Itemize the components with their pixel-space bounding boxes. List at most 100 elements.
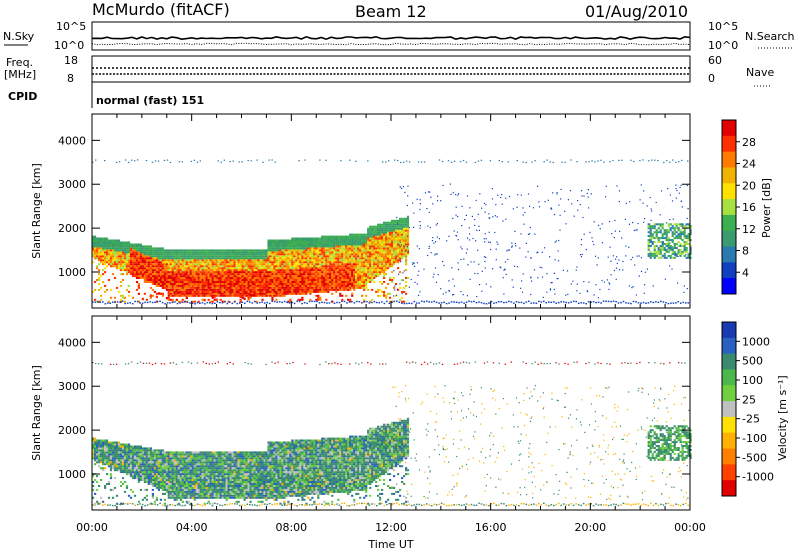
echo-cell (238, 281, 240, 283)
echo-cell (226, 285, 228, 287)
echo-cell (106, 259, 108, 261)
echo-cell (321, 238, 323, 240)
echo-cell (194, 251, 196, 253)
echo-cell (361, 265, 363, 267)
echo-cell (96, 257, 98, 259)
echo-cell (202, 251, 204, 253)
echo-cell (343, 283, 345, 285)
echo-cell (236, 295, 238, 297)
echo-cell (192, 253, 194, 255)
echo-cell (345, 269, 347, 271)
echo-cell (371, 269, 373, 271)
echo-cell (148, 245, 150, 247)
echo-cell (164, 279, 166, 281)
echo-cell (134, 253, 136, 255)
echo-cell (351, 279, 353, 281)
echo-cell (315, 257, 317, 259)
echo-cell (283, 245, 285, 247)
echo-cell (259, 293, 261, 295)
echo-cell (166, 263, 168, 265)
echo-cell (670, 229, 672, 231)
echo-cell (355, 161, 356, 162)
echo-cell (196, 281, 198, 283)
echo-cell (389, 263, 391, 265)
echo-cell (186, 255, 188, 257)
echo-cell (212, 291, 214, 293)
echo-cell (226, 249, 228, 251)
echo-cell (106, 251, 108, 253)
echo-cell (355, 279, 357, 281)
echo-cell (399, 228, 401, 230)
echo-cell (158, 281, 160, 283)
echo-cell (319, 279, 321, 281)
echo-cell (463, 259, 464, 260)
echo-cell (651, 211, 652, 212)
echo-cell (351, 277, 353, 279)
echo-cell (166, 259, 168, 261)
echo-cell (297, 238, 299, 240)
echo-cell (271, 289, 273, 291)
echo-cell (514, 231, 515, 232)
echo-cell (405, 232, 407, 234)
echo-cell (327, 279, 329, 281)
echo-cell (660, 251, 662, 253)
echo-cell (170, 295, 172, 297)
echo-cell (387, 253, 389, 255)
echo-cell (108, 261, 110, 263)
echo-cell (323, 238, 325, 240)
echo-cell (208, 257, 210, 259)
echo-cell (420, 199, 421, 200)
echo-cell (476, 302, 478, 303)
echo-cell (261, 289, 263, 291)
echo-cell (305, 281, 307, 283)
echo-cell (329, 242, 331, 244)
echo-cell (301, 293, 303, 295)
echo-cell (558, 205, 559, 206)
echo-cell (417, 199, 418, 200)
echo-cell (152, 281, 154, 283)
echo-cell (230, 267, 232, 269)
echo-cell (307, 273, 309, 275)
echo-cell (301, 238, 303, 240)
echo-cell (180, 281, 182, 283)
echo-cell (650, 227, 652, 229)
echo-cell (216, 285, 218, 287)
echo-cell (158, 285, 160, 287)
echo-cell (224, 261, 226, 263)
echo-cell (222, 253, 224, 255)
echo-cell (661, 190, 662, 191)
echo-cell (128, 265, 130, 267)
echo-cell (435, 267, 436, 268)
echo-cell (301, 275, 303, 277)
echo-cell (560, 215, 561, 216)
echo-cell (650, 245, 652, 247)
echo-cell (319, 269, 321, 271)
echo-cell (206, 289, 208, 291)
echo-cell (128, 291, 130, 293)
echo-cell (246, 295, 248, 297)
echo-cell (341, 301, 343, 302)
echo-cell (295, 265, 297, 267)
echo-cell (136, 255, 138, 257)
echo-cell (293, 285, 295, 287)
echo-cell (385, 255, 387, 257)
echo-cell (212, 296, 214, 298)
echo-cell (269, 289, 271, 291)
echo-cell (644, 218, 645, 219)
echo-cell (365, 277, 367, 279)
echo-cell (168, 299, 170, 301)
echo-cell (242, 295, 244, 297)
echo-cell (174, 293, 176, 295)
echo-cell (357, 251, 359, 253)
echo-cell (170, 249, 172, 251)
echo-cell (309, 247, 311, 249)
echo-cell (234, 251, 236, 253)
echo-cell (301, 245, 303, 247)
echo-cell (277, 245, 279, 247)
echo-cell (363, 234, 365, 236)
echo-cell (259, 279, 261, 281)
echo-cell (220, 269, 222, 271)
echo-cell (335, 263, 337, 265)
echo-cell (162, 279, 164, 281)
echo-cell (138, 283, 140, 285)
